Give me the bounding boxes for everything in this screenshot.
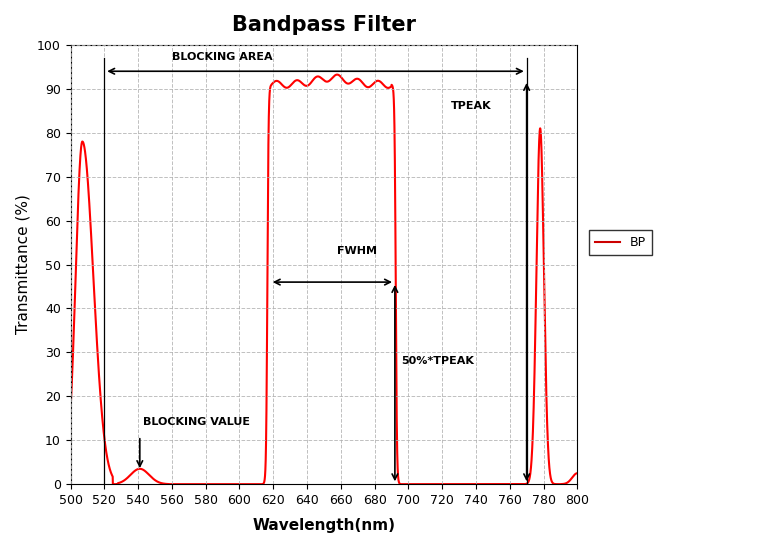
BP (569, 473, 578, 480)
Line: BP: BP (71, 75, 578, 484)
BP (184, 481, 193, 488)
Title: Bandpass Filter: Bandpass Filter (232, 15, 416, 35)
X-axis label: Wavelength(nm): Wavelength(nm) (253, 518, 396, 533)
Text: TPEAK: TPEAK (451, 101, 492, 111)
Text: 50%*TPEAK: 50%*TPEAK (402, 356, 475, 366)
BP (573, 470, 582, 476)
Text: FWHM: FWHM (337, 246, 377, 256)
Text: BLOCKING AREA: BLOCKING AREA (172, 53, 273, 62)
BP (189, 481, 198, 488)
BP (333, 71, 342, 78)
BP (108, 481, 118, 488)
Text: BLOCKING VALUE: BLOCKING VALUE (143, 417, 250, 427)
BP (257, 481, 266, 488)
BP (66, 407, 75, 413)
BP (293, 77, 303, 83)
Legend: BP: BP (588, 230, 652, 255)
BP (187, 481, 196, 488)
Y-axis label: Transmittance (%): Transmittance (%) (15, 195, 30, 334)
